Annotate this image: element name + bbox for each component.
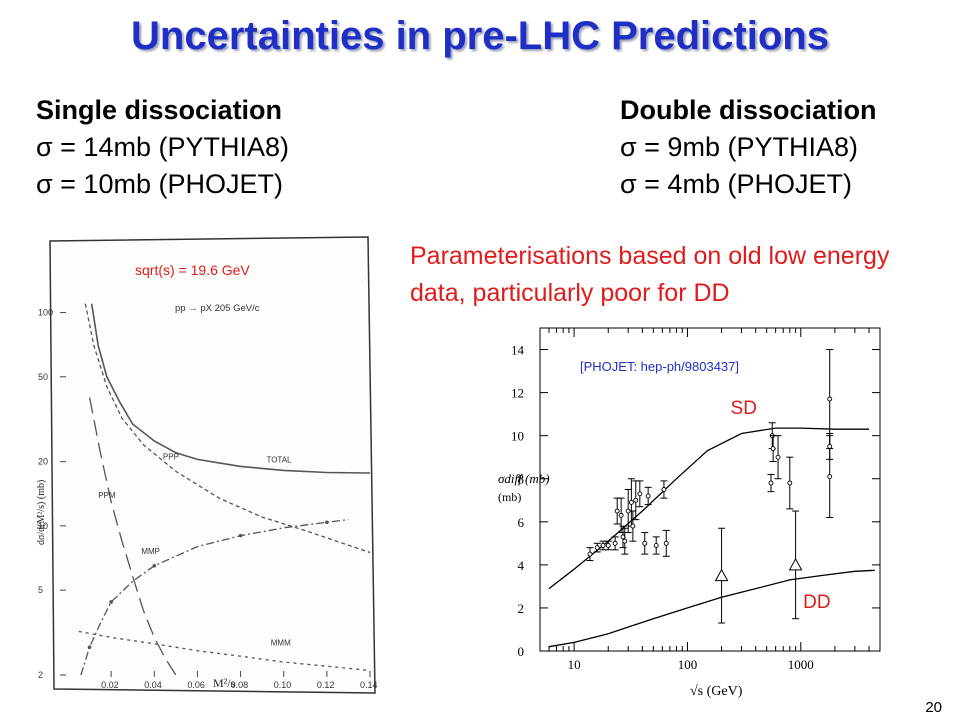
chart2-sd-point <box>642 540 648 546</box>
chart2-y-tick-label: 4 <box>518 558 525 573</box>
chart1-y-axis-label: dσ/d(M²/s) (mb) <box>36 480 47 545</box>
chart2-sd-point <box>661 487 667 492</box>
chart2-sd-point <box>775 454 781 460</box>
chart1-y-tick-label: 2 <box>38 670 43 680</box>
chart1-y-tick-label: 50 <box>38 372 48 382</box>
chart2-x-tick-label: 100 <box>678 657 698 672</box>
chart1-series-ppp <box>84 303 371 554</box>
chart1-y-tick-label: 20 <box>38 457 48 467</box>
chart2-sd-point <box>594 545 600 551</box>
chart1-x-tick-label: 0.04 <box>144 680 162 690</box>
chart1-series-label: PPP <box>163 452 179 461</box>
chart1-x-tick-label: 0.02 <box>101 680 119 690</box>
parameterisation-note: Parameterisations based on old low energ… <box>410 242 890 307</box>
chart1-y-tick-label: 10 <box>38 521 48 531</box>
chart2-sd-point <box>637 491 643 497</box>
chart2-sd-point <box>787 480 793 486</box>
chart2-series-label: DD <box>803 592 830 613</box>
chart2-sd-point <box>622 538 628 544</box>
chart1-series-label: TOTAL <box>266 456 292 465</box>
chart2-y-tick-label: 8 <box>518 472 525 487</box>
chart2-sd-point <box>612 540 618 546</box>
chart2-y-tick-label: 10 <box>511 429 524 444</box>
slide-title: Uncertainties in pre-LHC Predictions <box>131 14 829 58</box>
chart2-sd-point <box>827 443 833 449</box>
chart1-y-tick-label: 100 <box>38 308 53 318</box>
chart1-series-label: MMM <box>271 638 291 647</box>
chart2-y-tick-label: 2 <box>518 601 525 616</box>
single-dissociation-heading: Single dissociation <box>36 95 283 125</box>
chart1-x-tick-label: 0.08 <box>231 680 249 690</box>
chart2-sd-point <box>630 523 636 529</box>
chart2-dd-point <box>714 568 729 582</box>
chart2-sd-point <box>628 499 634 505</box>
chart2-sd-point <box>770 446 776 452</box>
chart2-series-label: SD <box>731 398 757 419</box>
single-pythia8-value: σ = 14mb (PYTHIA8) <box>36 132 289 162</box>
chart2-sd-point <box>653 543 659 548</box>
chart1-mmp-marker <box>109 600 113 604</box>
chart1-mmp-marker <box>152 564 157 568</box>
chart2-x-tick-label: 10 <box>568 657 581 672</box>
chart1-series-label: PPM <box>98 491 116 500</box>
chart1-x-axis-label: M²/s <box>213 676 236 690</box>
single-dissociation-block: Single dissociation σ = 14mb (PYTHIA8) σ… <box>36 92 289 203</box>
chart1-annotation: sqrt(s) = 19.6 GeV <box>135 262 250 278</box>
double-dissociation-heading: Double dissociation <box>620 95 877 125</box>
chart2-y-tick-label: 0 <box>518 644 525 659</box>
double-pythia8-value: σ = 9mb (PYTHIA8) <box>620 132 858 162</box>
chart2-sd-point <box>827 474 833 480</box>
chart2-sd-point <box>605 543 611 548</box>
chart1-inset-label: pp → pX 205 GeV/c <box>175 303 260 314</box>
chart1-series-label: MMP <box>141 547 160 556</box>
chart2-sd-point <box>618 512 624 518</box>
chart2-sd-point <box>663 540 669 546</box>
chart1-mmp-marker <box>87 645 92 649</box>
chart2-series-sd <box>548 427 869 590</box>
chart2-dd-point <box>788 557 803 571</box>
chart2-sd-point <box>633 497 639 503</box>
chart2-y-axis-unit: (mb) <box>498 490 521 504</box>
chart2-sd-point <box>614 508 620 514</box>
chart1-mmp-marker <box>325 520 329 525</box>
chart2-x-tick-label: 1000 <box>788 657 814 672</box>
chart1-mmp-marker <box>238 533 243 538</box>
chart1-series-mmm <box>78 630 371 672</box>
chart2-sd-point <box>600 543 606 548</box>
double-phojet-value: σ = 4mb (PHOJET) <box>620 169 852 199</box>
page-number: 20 <box>925 699 942 716</box>
chart1-series-ppm <box>88 397 177 676</box>
double-dissociation-block: Double dissociation σ = 9mb (PYTHIA8) σ … <box>620 92 877 203</box>
chart2-y-tick-label: 12 <box>511 386 524 401</box>
chart1-y-tick-label: 5 <box>38 585 43 595</box>
chart1-x-tick-label: 0.06 <box>187 680 205 690</box>
mass-distribution-chart: 0.02 0.04 0.06 0.08 0.10 0.12 0.1425102050100 … <box>36 236 378 694</box>
chart2-annotation: [PHOJET: hep-ph/9803437] <box>580 359 739 374</box>
chart2-sd-point <box>768 480 774 486</box>
chart2-x-axis-label: √s (GeV) <box>690 684 743 699</box>
chart2-y-axis-label: σdiff (mb) <box>498 471 550 486</box>
chart1-series-total <box>90 303 371 474</box>
chart2-sd-point <box>587 551 593 557</box>
chart2-y-tick-label: 6 <box>518 515 525 530</box>
chart2-y-tick-label: 14 <box>511 343 525 358</box>
chart2-sd-point <box>827 396 833 402</box>
chart1-x-tick-label: 0.14 <box>360 680 378 690</box>
chart1-x-tick-label: 0.12 <box>317 680 335 690</box>
chart2-sd-point <box>645 493 651 499</box>
chart1-x-tick-label: 0.10 <box>274 680 292 690</box>
single-phojet-value: σ = 10mb (PHOJET) <box>36 169 283 199</box>
sigma-diff-chart: 0 2 4 6 8 10 12 14 10 100 1000 SD DD [PHOJET: hep-p… <box>498 327 881 699</box>
